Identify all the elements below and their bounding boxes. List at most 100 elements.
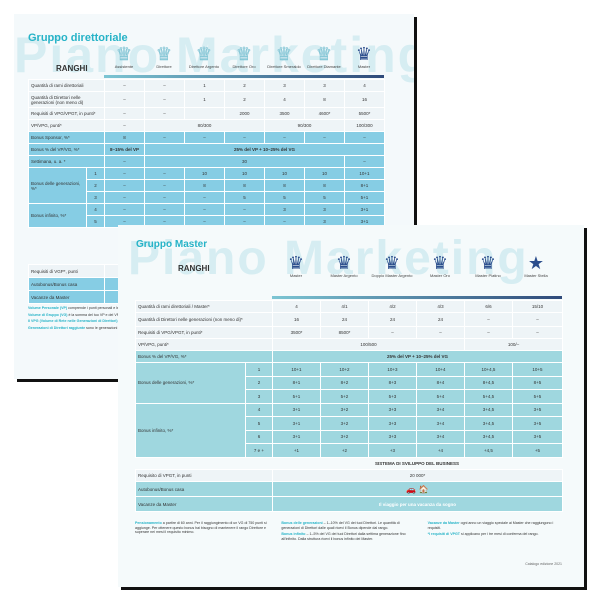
table-cell: 24 <box>320 312 369 327</box>
generation-number: 1 <box>245 362 273 377</box>
table-cell: – <box>144 167 185 180</box>
group-label: Bonus delle generazioni, %* <box>28 167 87 204</box>
crown-icon: ♛ <box>155 44 173 65</box>
table-cell: 8+2 <box>320 375 369 390</box>
rank-label: Master Stella <box>524 273 548 278</box>
table-cell: – <box>464 312 513 327</box>
rank-column: ♛ Master <box>344 44 384 69</box>
table-cell: 30 <box>144 155 345 168</box>
table-cell: 3+2 <box>320 416 369 431</box>
row-label: Requisito di VPGT, in punti <box>135 469 273 482</box>
note-text: a partire di 60 anni. Per il raggiungime… <box>135 521 267 535</box>
table-cell: 80/300 <box>144 119 265 132</box>
table-row: Autobonus/Bonus casa 🚗 🏠 <box>135 481 563 497</box>
table-cell: 10+3 <box>368 362 417 377</box>
table-cell: 5+2 <box>320 389 369 404</box>
table-cell: 8+4 <box>416 375 465 390</box>
generation-number: 2 <box>86 179 105 192</box>
rank-column: ♛ Doppio Master Argento <box>368 253 416 278</box>
table-cell: – <box>512 326 563 339</box>
table-cell: 4/1 <box>320 300 369 313</box>
table-cell: – <box>512 312 563 327</box>
table-row: Bonus infinito, %* 4– – – –3 3 3+1 <box>28 203 385 228</box>
table-cell: +4,5 <box>464 443 513 458</box>
table-cell: 8+3 <box>368 375 417 390</box>
table-cell: 8–15% del VP <box>104 143 145 156</box>
table-cell: 8+1 <box>344 179 385 192</box>
table-cell: – <box>144 91 185 108</box>
table-cell: +4 <box>416 443 465 458</box>
rank-list: ♛ Assistente ♛ Direttore ♛ Direttore Argento ♛… <box>104 44 384 69</box>
table-cell: 3 <box>304 203 345 216</box>
table-cell: 5+1 <box>344 191 385 204</box>
rank-label: Assistente <box>114 64 134 69</box>
rank-label: Direttore Diamante <box>307 64 341 69</box>
note: *I requisiti di VPGT si applicano per i … <box>428 532 562 537</box>
table-cell: – <box>344 155 385 168</box>
table-row: VP/VPG, punti* 100/500 100/– <box>135 338 563 351</box>
table-cell: 3+5 <box>512 429 563 444</box>
table-cell: – <box>104 107 145 120</box>
table-row: Requisito di VPGT, in punti 20 000* <box>135 469 563 482</box>
table-cell: 10 <box>184 167 225 180</box>
table-cell: 8+5 <box>512 375 563 390</box>
generation-number: 4 <box>86 203 105 216</box>
note-heading: Vacanze da Master <box>427 521 460 525</box>
table-cell: 10 <box>224 167 265 180</box>
table-row: Bonus delle generazioni, %* 1 10+1 10+2 10+3… <box>135 362 563 404</box>
table-row: Bonus % del VP/VG, %* 8–15% del VP 25% del… <box>28 143 385 156</box>
table-cell: 3+4 <box>416 402 465 417</box>
table-row: 6 3+1 3+2 3+3 3+4 3+4,5 3+5 <box>136 429 563 444</box>
table-cell: 5+4,5 <box>464 389 513 404</box>
table-cell: 5+5 <box>512 389 563 404</box>
table-cell: – <box>344 131 385 144</box>
row-label: Quantità di rami direttoriali <box>28 79 105 92</box>
table-cell: 8 <box>184 179 225 192</box>
generation-number: 7 e + <box>245 443 273 458</box>
table-cell: +1 <box>272 443 321 458</box>
table-cell: 3+3 <box>368 429 417 444</box>
table-cell: – <box>104 191 145 204</box>
table-cell: 100/300 <box>344 119 385 132</box>
table-cell: – <box>224 203 265 216</box>
table-cell: 3+1 <box>272 402 321 417</box>
group-label: Bonus infinito, %* <box>135 402 246 458</box>
table-cell: 10 <box>264 167 305 180</box>
table-cell: 8 <box>224 179 265 192</box>
rank-label: Direttore Argento <box>188 64 220 69</box>
star-crown-icon: ★ <box>527 253 545 273</box>
table-cell: 20 000* <box>272 469 563 482</box>
master-group-sheet: Piano Marketing Gruppo Master RANGHI ♛ Ma… <box>118 225 584 587</box>
ranks-header: RANGHI <box>178 264 210 273</box>
rank-column: ♛ Direttore Smeraldo <box>264 44 304 69</box>
section-title: SISTEMA DI SVILUPPO DEL BUSINESS <box>374 461 459 466</box>
table-cell: – <box>104 155 145 168</box>
table-cell: 10+1 <box>272 362 321 377</box>
table-cell: – <box>104 91 145 108</box>
note-heading: Bonus infinito <box>281 532 306 537</box>
table-row: Quantità di rami direttoriali / Master* 4… <box>135 300 563 313</box>
table-row: Quantità di Direttori nelle generazioni … <box>135 312 563 327</box>
table-cell: 3+4,5 <box>464 429 513 444</box>
table-cell: – <box>264 215 305 228</box>
table-cell: 24 <box>416 312 465 327</box>
rank-column: ♛ Master Oro <box>416 253 464 278</box>
table-cell: – <box>184 203 225 216</box>
row-label: Quantità di Direttori nelle generazioni … <box>135 312 273 327</box>
row-label: Bonus % del VP/VG, %* <box>135 350 273 363</box>
table-cell: 3+1 <box>344 203 385 216</box>
note: Bonus delle generazioni – 1–10% del VG d… <box>281 521 415 530</box>
table-cell: – <box>104 167 145 180</box>
generation-number: 3 <box>245 389 273 404</box>
table-cell: 4 <box>344 79 385 92</box>
table-cell: – <box>144 203 185 216</box>
crown-icon: ♛ <box>355 44 373 64</box>
table-row: 7 e + +1 +2 +3 +4 +4,5 +5 <box>136 443 563 458</box>
rank-label: Direttore Oro <box>232 64 256 69</box>
table-cell: 5+1 <box>272 389 321 404</box>
table-cell: – <box>144 79 185 92</box>
table-cell: 10+5 <box>512 362 563 377</box>
table-cell: 8+1 <box>272 375 321 390</box>
table-cell: 10+4 <box>416 362 465 377</box>
table-cell: 8500* <box>320 326 369 339</box>
